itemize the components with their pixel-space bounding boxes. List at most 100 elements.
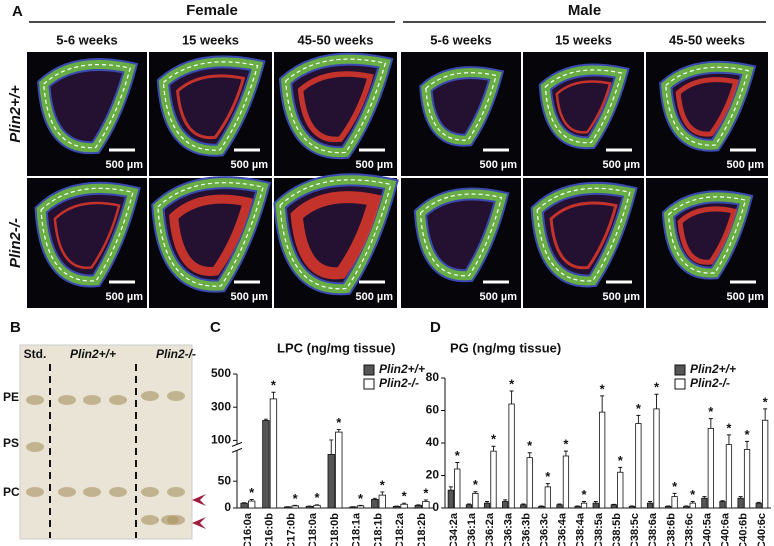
significance: * [509, 376, 515, 391]
bar [262, 420, 270, 509]
bar [574, 505, 581, 509]
significance: * [491, 432, 497, 447]
error-bar [380, 491, 385, 496]
lipid-stain [290, 191, 382, 280]
bar [356, 505, 365, 509]
outline [425, 72, 497, 141]
x-tick-label: C36:2a [484, 512, 496, 546]
significance: * [336, 415, 342, 430]
bar [305, 505, 314, 509]
x-tick-label: C38:6a [647, 512, 659, 546]
x-tick-label: C16:0b [264, 513, 276, 546]
legend-label: Plin2+/+ [690, 362, 736, 376]
bar [502, 501, 509, 509]
bar [327, 453, 335, 509]
outline [667, 196, 747, 274]
bar [628, 505, 636, 509]
bar [240, 502, 248, 509]
column-label: 45-50 weeks [669, 32, 745, 47]
error-bar [263, 418, 268, 421]
error-bar [745, 440, 750, 450]
column-label: 15 weeks [555, 32, 612, 47]
panel-a: A Female 5-6 weeks 15 weeks 45-50 weeks Male… [7, 2, 768, 308]
error-bar [690, 501, 695, 504]
bar [422, 501, 430, 509]
tlc-spot [167, 487, 185, 497]
column-label: 5-6 weeks [56, 32, 117, 47]
bar [689, 502, 696, 509]
error-bar [455, 462, 460, 469]
outline [162, 61, 259, 151]
legend-swatch [363, 378, 375, 390]
lane-label: Plin2-/- [156, 347, 196, 361]
bar [508, 403, 515, 509]
tlc-spot [141, 391, 159, 401]
significance: * [654, 380, 660, 395]
x-tick-label: C38:5b [611, 513, 623, 546]
bar [737, 497, 744, 509]
y-tick-label: 40 [426, 435, 440, 449]
bar [719, 501, 726, 509]
bar [335, 431, 343, 509]
x-tick-label: C40:6a [720, 512, 732, 546]
x-tick-label: C16:0a [242, 512, 254, 546]
error-bar [672, 492, 677, 497]
panel-label: C [210, 319, 221, 336]
error-bar [416, 504, 421, 506]
outline [419, 193, 503, 277]
x-tick-label: C36:4a [557, 512, 569, 546]
error-bar [485, 501, 490, 504]
significance: * [314, 490, 320, 505]
bar [447, 489, 454, 509]
bar [520, 504, 527, 509]
bar [526, 457, 533, 509]
x-tick-label: C38:6b [665, 513, 677, 546]
panel-label: A [12, 3, 23, 20]
error-bar [509, 390, 514, 404]
error-bar [503, 499, 508, 502]
significance: * [563, 437, 569, 452]
column-label: 45-50 weeks [298, 32, 374, 47]
error-bar [242, 502, 247, 504]
x-tick-label: C17:0b [285, 513, 297, 546]
bar [580, 502, 588, 509]
significance: * [271, 378, 277, 393]
significance: * [636, 401, 642, 416]
group-title: Female [186, 2, 238, 19]
significance: * [763, 394, 769, 409]
legend-label: Plin2+/+ [379, 362, 425, 376]
significance: * [545, 469, 551, 484]
axis-break [229, 442, 245, 453]
scale-bar-label: 500 µm [602, 291, 640, 303]
lipid-stain [169, 194, 253, 276]
bar [490, 450, 497, 509]
error-bar [423, 499, 428, 502]
significance: * [708, 404, 714, 419]
bar [538, 505, 545, 509]
bar [707, 427, 714, 509]
error-bar [527, 452, 532, 458]
legend-swatch [674, 364, 686, 376]
tlc-spot [161, 515, 179, 525]
error-bar [738, 496, 743, 499]
y-tick-label: 20 [426, 468, 440, 482]
scale-bar-label: 500 µm [230, 159, 268, 171]
error-bar [654, 393, 659, 409]
significance: * [402, 489, 408, 504]
lane-label: Std. [24, 347, 47, 361]
significance: * [473, 477, 479, 492]
x-tick-label: C18:0a [307, 512, 319, 546]
tlc-spot [26, 395, 44, 405]
bar [599, 411, 606, 509]
outline [544, 69, 623, 144]
x-tick-label: C38:4a [575, 512, 587, 546]
column-label: 15 weeks [182, 32, 239, 47]
tissue-ring [661, 62, 754, 150]
significance: * [358, 491, 364, 506]
significance: * [582, 487, 588, 502]
bar [556, 504, 563, 509]
bar [371, 499, 379, 509]
tlc-spot [167, 391, 185, 401]
y-tick-label: 60 [426, 403, 440, 417]
